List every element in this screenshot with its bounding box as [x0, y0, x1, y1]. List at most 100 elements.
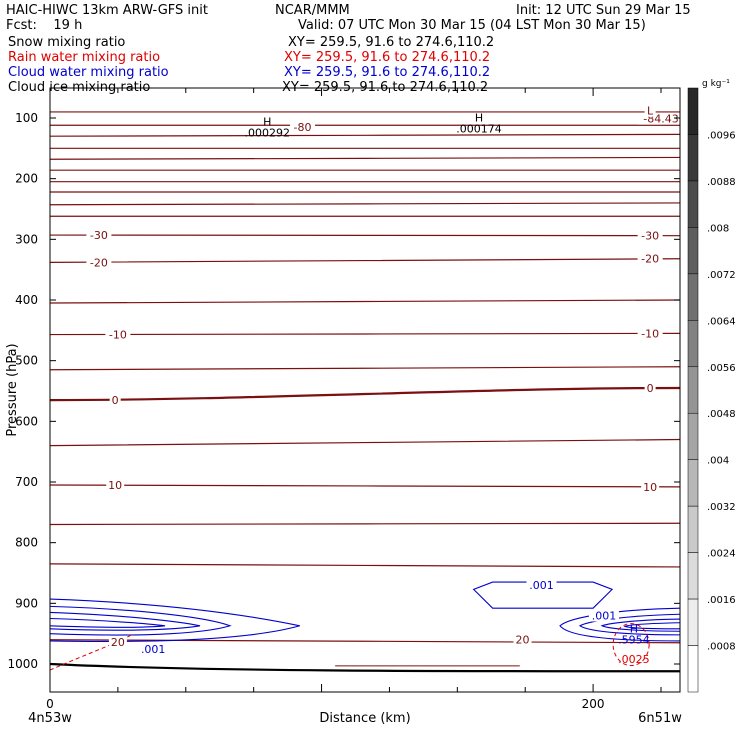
temperature-contour-line	[49, 366, 681, 371]
x-axis-label: Distance (km)	[319, 711, 410, 726]
colorbar-swatch	[687, 645, 699, 693]
temperature-label-bg	[106, 479, 125, 492]
colorbar-swatch	[687, 459, 699, 507]
colorbar-label: .004	[707, 456, 729, 467]
colorbar-swatch	[687, 273, 699, 321]
colorbar-label: .0048	[707, 409, 736, 420]
y-tick-label: 1000	[7, 657, 38, 671]
max-value-label: .0025	[618, 653, 650, 666]
x-tick-label: 0	[46, 697, 54, 711]
x-tick-label: 200	[582, 697, 605, 711]
cloud-water-contour	[49, 617, 166, 628]
y-tick-label: 700	[15, 475, 38, 489]
max-value-label: .000292	[244, 126, 290, 139]
colorbar-label: .0008	[707, 642, 736, 653]
temperature-label: 10	[643, 481, 657, 494]
cloud-water-label: .001	[592, 609, 617, 622]
y-tick-label: 300	[15, 232, 38, 246]
colorbar-swatch	[687, 598, 699, 646]
temperature-label: 0	[647, 382, 654, 395]
field-cloudwater-xy: XY= 259.5, 91.6 to 274.6,110.2	[284, 65, 491, 80]
max-marker: H	[630, 622, 638, 635]
terrain-line	[49, 662, 681, 673]
y-tick-label: 400	[15, 293, 38, 307]
cloud-water-contour	[49, 611, 201, 631]
field-snow-name: Snow mixing ratio	[8, 35, 126, 50]
temperature-label: 0	[112, 394, 119, 407]
colorbar-label: .0088	[707, 177, 736, 188]
y-tick-label: 100	[15, 111, 38, 125]
organization: NCAR/MMM	[275, 3, 350, 18]
field-rain-xy: XY= 259.5, 91.6 to 274.6,110.2	[284, 50, 491, 65]
colorbar-swatch	[687, 412, 699, 460]
temperature-label-bg	[637, 252, 663, 265]
temperature-label: -20	[90, 256, 108, 269]
temperature-label: -10	[109, 329, 127, 342]
temperature-label: -30	[641, 230, 659, 243]
temperature-label: -10	[641, 327, 659, 340]
temperature-label-bg	[290, 121, 316, 134]
colorbar-unit: g kg⁻¹	[702, 79, 730, 89]
temperature-contour-line	[49, 563, 681, 568]
forecast-hour: Fcst: 19 h	[6, 18, 83, 33]
max-marker: H	[263, 115, 271, 128]
field-cloudwater-name: Cloud water mixing ratio	[8, 65, 169, 80]
max-marker: H	[475, 112, 483, 125]
colorbar-label: .0096	[707, 130, 736, 141]
temperature-label: 20	[516, 634, 530, 647]
rain-water-contour	[49, 634, 132, 671]
temperature-contour-line	[49, 234, 681, 237]
temperature-contour-line	[49, 522, 681, 526]
temperature-label: 20	[111, 636, 125, 649]
colorbar-swatch	[687, 366, 699, 414]
y-tick-label: 600	[15, 414, 38, 428]
cloud-water-contour	[623, 622, 681, 630]
rain-water-contour	[612, 623, 650, 667]
colorbar-label: .008	[707, 223, 729, 234]
temperature-label-bg	[513, 633, 532, 646]
max-value-label: .5954	[618, 633, 650, 646]
colorbar-swatch	[687, 320, 699, 368]
temperature-contour-line	[49, 332, 681, 336]
left-endpoint-label: 4n53w	[28, 711, 72, 726]
cloud-water-label-bg	[138, 642, 169, 655]
cloud-water-contour	[472, 581, 614, 609]
temperature-label: -80	[294, 121, 312, 134]
field-snow-xy: XY= 259.5, 91.6 to 274.6,110.2	[288, 35, 495, 50]
colorbar-swatch	[687, 552, 699, 600]
colorbar-label: .0024	[707, 549, 736, 560]
terrain-line	[49, 662, 681, 673]
cloud-water-label-bg	[588, 609, 619, 622]
temperature-label-bg	[644, 381, 656, 394]
temperature-label: -30	[90, 229, 108, 242]
temperature-label-bg	[109, 394, 121, 407]
cloud-water-contour	[600, 618, 681, 632]
temperature-label-bg	[108, 636, 127, 649]
temperature-contour-line	[49, 639, 681, 644]
init-time: Init: 12 UTC Sun 29 Mar 15	[516, 3, 691, 18]
colorbar-swatch	[687, 134, 699, 182]
temperature-contour-line	[49, 202, 681, 206]
field-rain-name: Rain water mixing ratio	[8, 50, 161, 65]
temperature-label: -20	[641, 253, 659, 266]
colorbar: .0096 .0088 .008 .0072 .0064 .0056 .0048 .004 .0…	[687, 79, 736, 693]
cloud-water-label: .001	[141, 643, 166, 656]
temperature-contour-line	[49, 133, 681, 137]
cloud-water-label: .001	[529, 579, 554, 592]
colorbar-label: .0064	[707, 316, 736, 327]
cloud-water-contour	[578, 613, 681, 636]
temperature-label: 10	[108, 479, 122, 492]
temperature-label: L	[647, 105, 654, 118]
cloud-water-label-bg	[526, 579, 557, 592]
temperature-label-bg	[86, 256, 112, 269]
cloud-water-contour	[49, 598, 300, 642]
y-tick-label: 900	[15, 596, 38, 610]
temperature-label-bg	[105, 328, 131, 341]
model-title: HAIC-HIWC 13km ARW-GFS init	[6, 3, 208, 18]
y-tick-label: 500	[15, 354, 38, 368]
temperature-contour-line	[49, 299, 681, 304]
cloud-water-contour	[49, 605, 232, 636]
